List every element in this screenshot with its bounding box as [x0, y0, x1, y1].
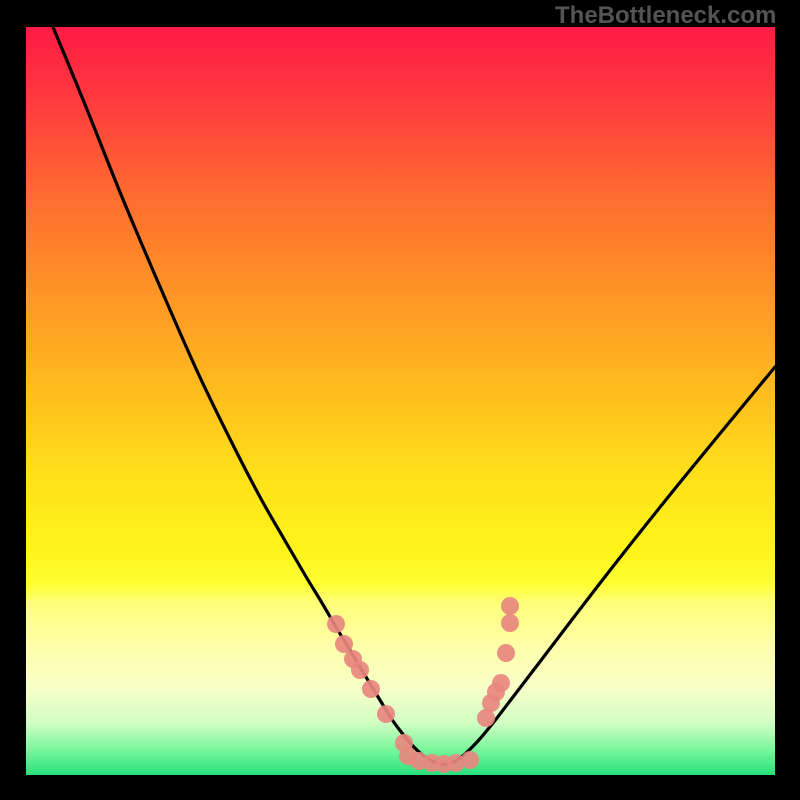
marker-dot [492, 674, 510, 692]
marker-dot [335, 635, 353, 653]
marker-dot [501, 597, 519, 615]
curve-path [53, 27, 775, 764]
marker-dot [501, 614, 519, 632]
marker-dot [377, 705, 395, 723]
marker-dot [461, 751, 479, 769]
watermark-text: TheBottleneck.com [555, 2, 776, 30]
marker-dot [327, 615, 345, 633]
marker-group [327, 597, 519, 773]
bottleneck-curve [26, 27, 775, 775]
marker-dot [351, 661, 369, 679]
marker-dot [362, 680, 380, 698]
chart-stage: { "canvas": { "width": 800, "height": 80… [0, 0, 800, 800]
plot-area [26, 27, 775, 775]
marker-dot [497, 644, 515, 662]
